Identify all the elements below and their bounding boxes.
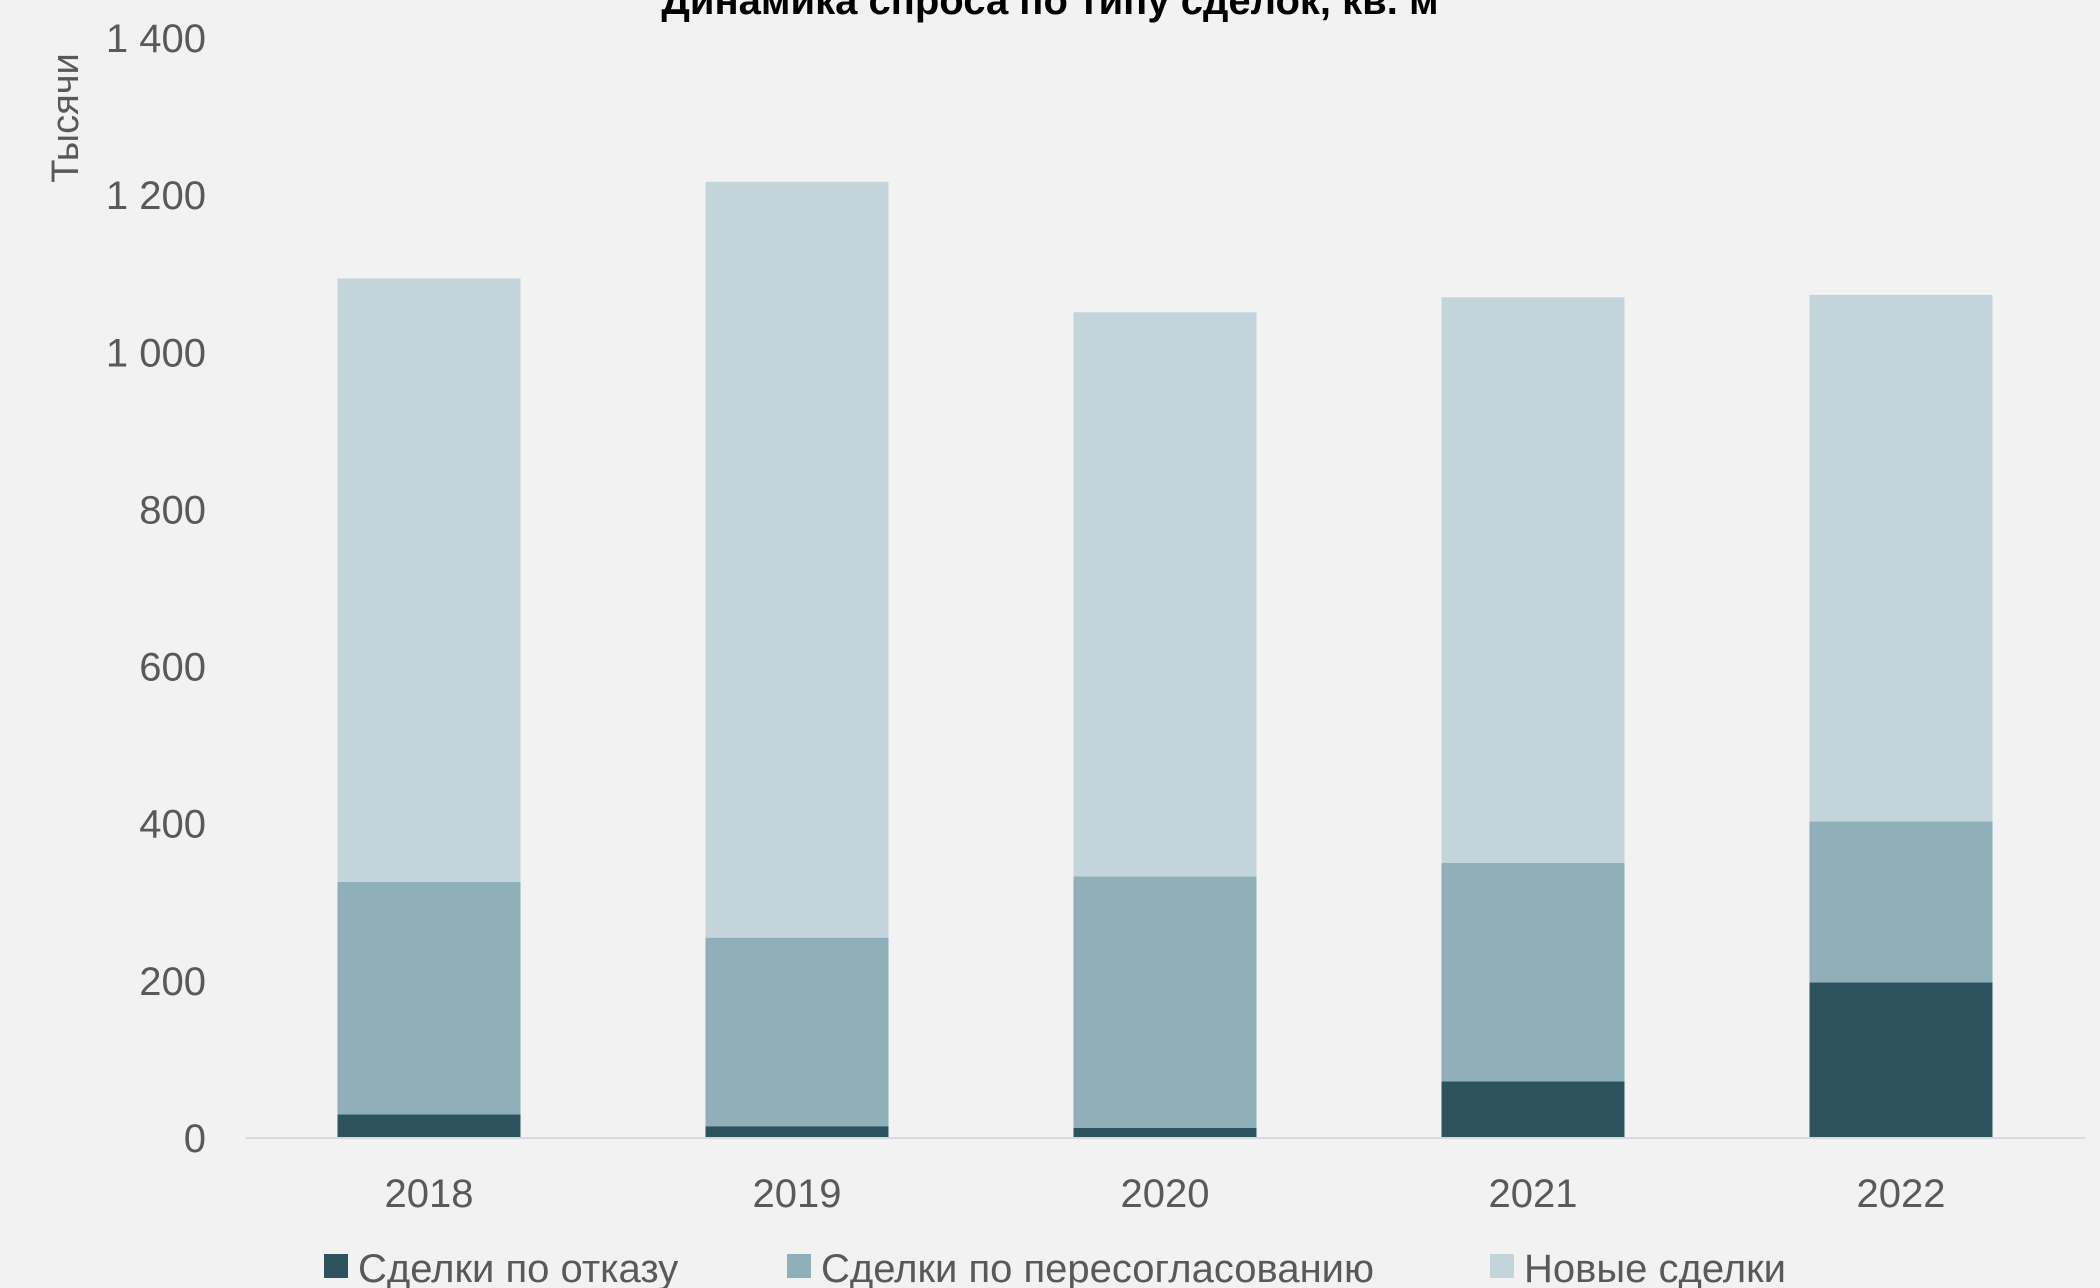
- y-tick-label: 600: [139, 646, 206, 690]
- bar-segment: [705, 937, 889, 1127]
- y-tick-label: 1 000: [106, 331, 206, 375]
- y-tick-label: 1 200: [106, 174, 206, 218]
- legend: Сделки по отказу Сделки по пересогласован…: [324, 1247, 1786, 1288]
- bar-segment: [1441, 863, 1625, 1082]
- legend-swatch: [787, 1254, 811, 1278]
- bar-segment: [1809, 294, 1993, 822]
- bar-segment: [1441, 297, 1625, 863]
- legend-label: Сделки по отказу: [358, 1247, 678, 1288]
- legend-swatch: [1490, 1254, 1514, 1278]
- legend-label: Новые сделки: [1524, 1247, 1786, 1288]
- bar-segment: [705, 181, 889, 938]
- bar-segment: [705, 1126, 889, 1138]
- x-tick-label: 2020: [1121, 1172, 1210, 1216]
- x-tick-label: 2021: [1489, 1172, 1578, 1216]
- bar-segment: [1073, 312, 1257, 877]
- y-tick-label: 1 400: [106, 17, 206, 61]
- y-tick-label: 400: [139, 803, 206, 847]
- bar-segment: [337, 278, 521, 882]
- bar-segment: [1809, 821, 1993, 983]
- x-tick-label: 2019: [753, 1172, 842, 1216]
- bar-segment: [1441, 1081, 1625, 1138]
- legend-swatch: [324, 1254, 348, 1278]
- legend-label: Сделки по пересогласованию: [821, 1247, 1374, 1288]
- x-tick-label: 2018: [385, 1172, 474, 1216]
- y-axis-title: Тысячи: [45, 53, 87, 182]
- bar-segment: [1073, 876, 1257, 1128]
- chart-title: Динамика спроса по типу сделок, кв. м: [661, 0, 1438, 23]
- y-tick-label: 0: [184, 1117, 206, 1161]
- bar-segment: [337, 1114, 521, 1138]
- legend-item: Сделки по отказу: [324, 1247, 678, 1288]
- y-tick-label: 200: [139, 960, 206, 1004]
- legend-item: Новые сделки: [1490, 1247, 1786, 1288]
- x-axis-ticks: 2018 2019 2020 2021 2022: [385, 1172, 1946, 1216]
- bar-segment: [1809, 982, 1993, 1138]
- bar-segment: [337, 881, 521, 1115]
- bars: [337, 181, 1993, 1138]
- bar-segment: [1073, 1127, 1257, 1138]
- y-tick-label: 800: [139, 488, 206, 532]
- y-axis-ticks: 0 200 400 600 800 1 000 1 200 1 400: [106, 17, 206, 1161]
- legend-item: Сделки по пересогласованию: [787, 1247, 1374, 1288]
- x-tick-label: 2022: [1857, 1172, 1946, 1216]
